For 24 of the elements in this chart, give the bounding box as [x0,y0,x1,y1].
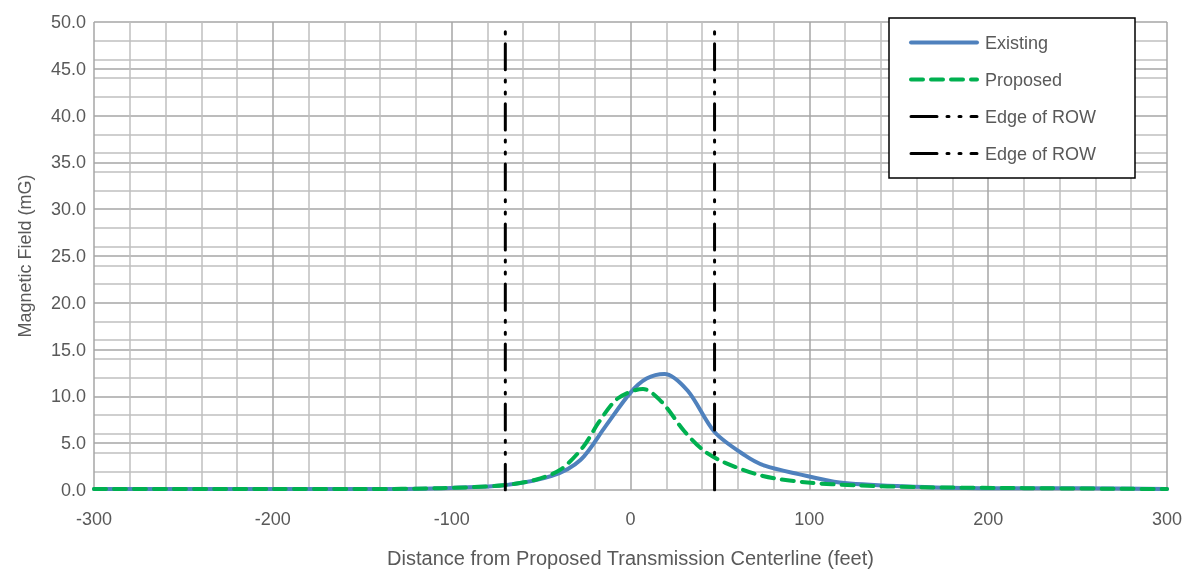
y-axis-title: Magnetic Field (mG) [15,174,35,338]
x-tick-label: 0 [625,509,636,529]
y-tick-label: 50.0 [50,12,86,32]
x-tick-label: 300 [1151,509,1183,529]
legend-label: Proposed [985,69,1063,90]
x-tick-label: 200 [973,509,1004,529]
y-tick-label: 20.0 [50,292,86,313]
x-tick-label: 100 [794,509,825,529]
legend-label: Existing [985,32,1049,53]
x-tick-label: -200 [254,509,291,529]
y-tick-label: 0.0 [60,480,86,500]
y-tick-label: 40.0 [50,105,86,126]
y-tick-label: 15.0 [50,339,86,360]
y-tick-label: 25.0 [50,246,86,266]
y-tick-label: 5.0 [60,433,86,454]
x-tick-label: -100 [433,509,470,529]
legend-label: Edge of ROW [985,106,1097,127]
x-tick-label: -300 [75,509,113,529]
y-tick-label: 45.0 [50,58,86,79]
y-tick-label: 10.0 [50,386,86,407]
x-axis-title: Distance from Proposed Transmission Centerline (feet) [387,547,874,569]
y-tick-label: 35.0 [50,152,86,173]
y-tick-label: 30.0 [50,199,86,220]
legend-label: Edge of ROW [985,143,1097,164]
